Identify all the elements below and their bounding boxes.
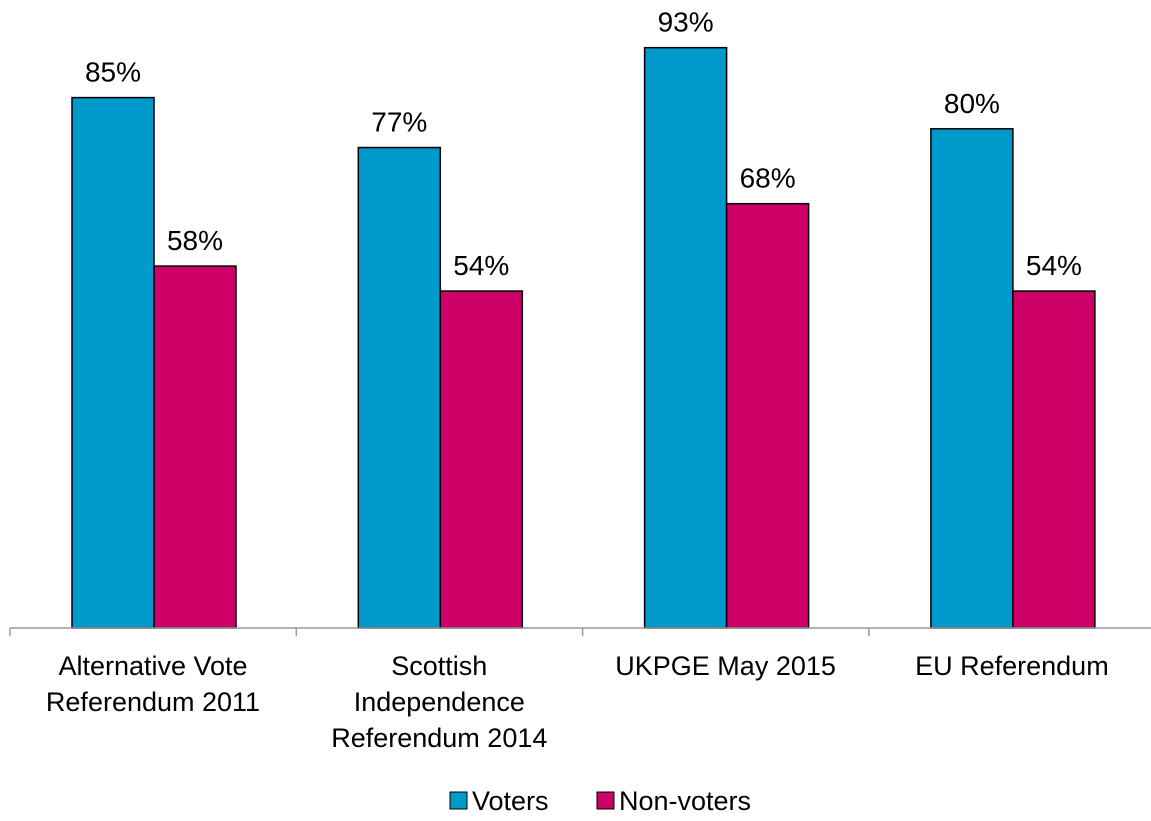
category-label-4-line-1: EU Referendum bbox=[915, 651, 1109, 681]
category-label-2-line-2: Independence bbox=[354, 687, 525, 717]
data-labels: 85% 77% 93% 80% 58% 54% 68% 54% bbox=[85, 7, 1082, 281]
bar-non-voters-3 bbox=[725, 202, 810, 629]
data-label-voters-4: 80% bbox=[944, 88, 1000, 119]
bar-non-voters-2 bbox=[439, 290, 524, 629]
legend-swatch-non-voters bbox=[596, 791, 615, 810]
category-label-1-line-2: Referendum 2011 bbox=[46, 687, 260, 717]
bar-voters-1 bbox=[71, 96, 155, 629]
bar-non-voters-1 bbox=[153, 265, 237, 629]
category-label-2-line-3: Referendum 2014 bbox=[331, 723, 547, 753]
legend-label-voters: Voters bbox=[472, 786, 549, 816]
legend-label-non-voters: Non-voters bbox=[619, 786, 751, 816]
category-labels: Alternative Vote Referendum 2011 Scottish I… bbox=[46, 651, 1109, 753]
data-label-voters-2: 77% bbox=[371, 107, 427, 138]
category-label-3-line-1: UKPGE May 2015 bbox=[615, 651, 836, 681]
data-label-non-voters-4: 54% bbox=[1026, 250, 1082, 281]
bar-voters-3 bbox=[643, 46, 728, 629]
category-label-1-line-1: Alternative Vote bbox=[58, 651, 247, 681]
bar-non-voters-4 bbox=[1012, 290, 1096, 629]
data-label-voters-1: 85% bbox=[85, 57, 141, 88]
data-label-non-voters-1: 58% bbox=[167, 225, 223, 256]
x-axis bbox=[9, 627, 1151, 636]
data-label-voters-3: 93% bbox=[658, 7, 714, 38]
legend-swatch-voters bbox=[449, 791, 468, 810]
data-label-non-voters-2: 54% bbox=[453, 250, 509, 281]
data-label-non-voters-3: 68% bbox=[740, 163, 796, 194]
bar-voters-2 bbox=[357, 146, 442, 629]
category-label-2-line-1: Scottish bbox=[391, 651, 487, 681]
bars-layer bbox=[71, 46, 1096, 629]
bar-voters-4 bbox=[930, 128, 1014, 629]
legend: Voters Non-voters bbox=[449, 786, 751, 816]
